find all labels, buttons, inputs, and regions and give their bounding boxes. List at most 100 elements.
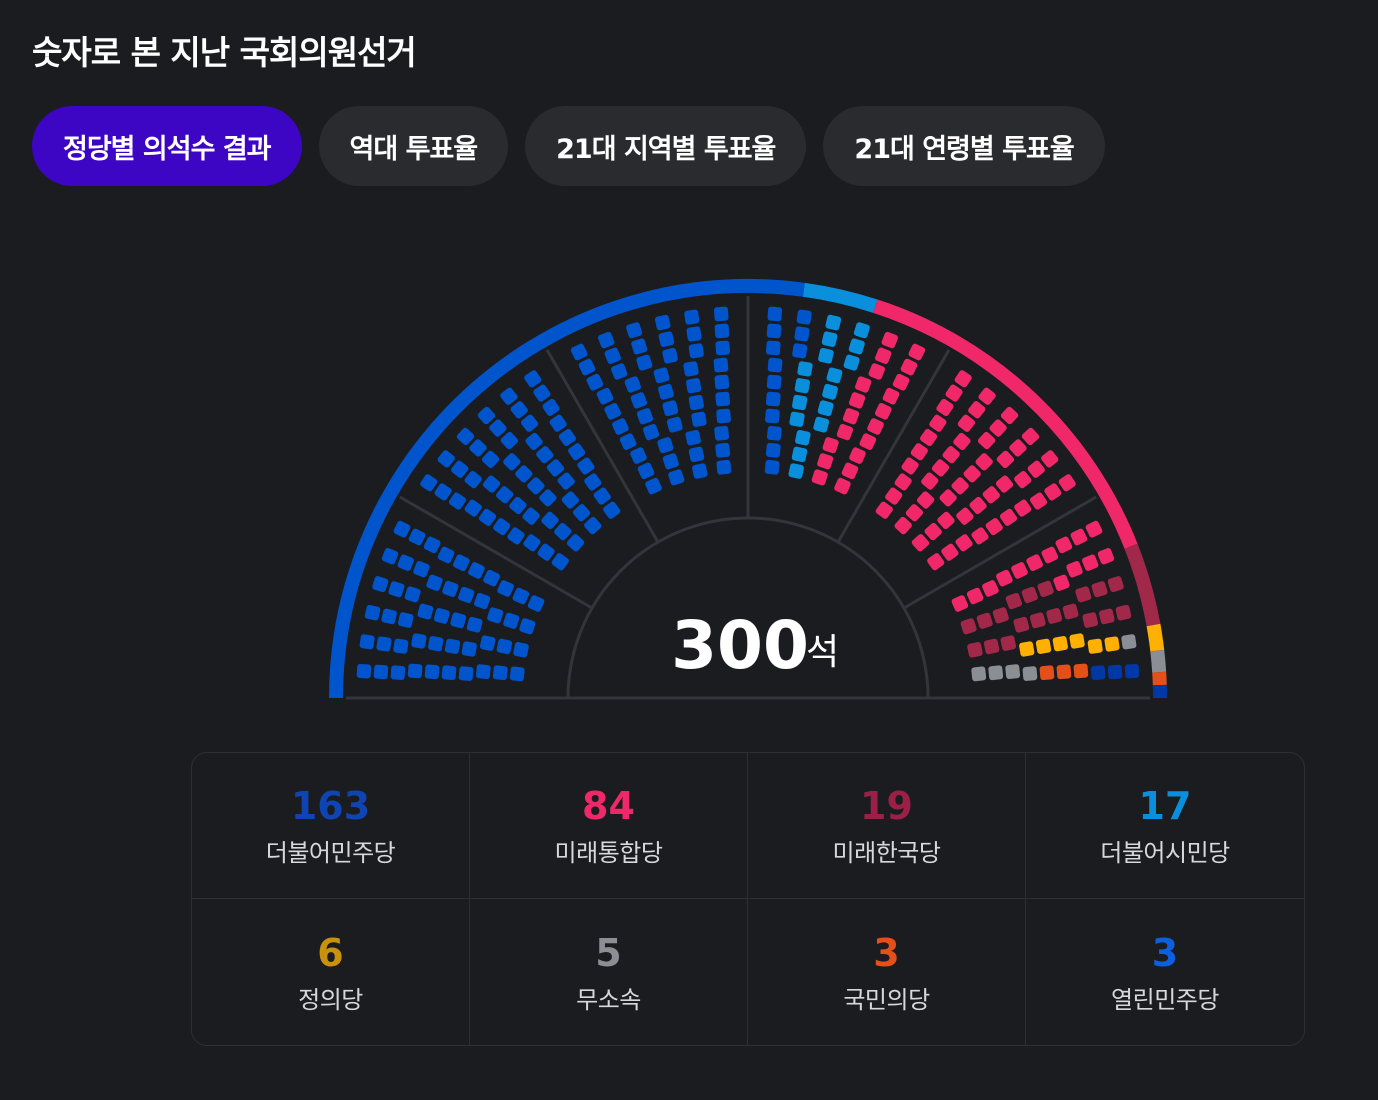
seat xyxy=(557,472,575,490)
seat xyxy=(570,343,588,361)
seat xyxy=(1000,635,1017,651)
arc-segment xyxy=(1150,649,1167,673)
seat xyxy=(1090,665,1106,680)
seat xyxy=(1014,470,1032,489)
seat xyxy=(372,576,389,593)
seat xyxy=(364,604,381,621)
seat xyxy=(437,546,455,564)
seat xyxy=(359,634,375,650)
seat xyxy=(855,376,872,393)
seat xyxy=(356,663,372,679)
seat xyxy=(920,428,938,447)
seat xyxy=(492,665,508,681)
seat xyxy=(549,414,567,432)
seat xyxy=(444,638,461,654)
seat xyxy=(593,487,611,505)
seat xyxy=(642,423,660,441)
seat xyxy=(404,586,421,603)
seat xyxy=(929,414,947,432)
tab-seat-results[interactable]: 정당별 의석수 결과 xyxy=(32,106,302,186)
seat xyxy=(1005,664,1021,680)
seat xyxy=(978,387,996,405)
seat xyxy=(1124,663,1140,679)
seat xyxy=(849,447,866,464)
seat xyxy=(848,392,866,409)
seat xyxy=(509,666,525,682)
seat xyxy=(584,473,602,491)
seat xyxy=(688,394,704,411)
seat xyxy=(825,314,842,331)
seat xyxy=(1041,450,1059,468)
seat xyxy=(1052,636,1068,652)
seat xyxy=(951,595,969,612)
seat xyxy=(411,633,427,649)
seat xyxy=(527,477,545,495)
seat xyxy=(894,516,912,535)
seat xyxy=(433,608,450,624)
seat xyxy=(1019,641,1035,657)
seat xyxy=(456,427,475,446)
seat xyxy=(688,343,704,359)
seat xyxy=(373,664,389,680)
seat xyxy=(685,429,701,446)
seat xyxy=(510,401,528,419)
seat xyxy=(1044,483,1062,501)
seat xyxy=(536,446,554,464)
seat xyxy=(603,501,621,519)
seat xyxy=(477,406,496,425)
seat xyxy=(853,322,870,339)
sector-divider xyxy=(836,349,951,543)
result-cell: 5 무소속 xyxy=(470,899,748,1045)
seat xyxy=(968,401,986,419)
tab-regional-turnout[interactable]: 21대 지역별 투표율 xyxy=(525,106,807,186)
seat xyxy=(1070,528,1088,546)
seat xyxy=(936,398,954,417)
seat xyxy=(376,636,392,652)
seat xyxy=(654,314,671,331)
seat xyxy=(489,419,507,437)
seat xyxy=(533,384,551,402)
seat xyxy=(500,431,519,450)
seat xyxy=(1055,536,1073,554)
seat xyxy=(822,437,839,454)
seat xyxy=(1069,633,1085,649)
seat xyxy=(1013,616,1030,633)
seat xyxy=(1011,562,1028,579)
seat xyxy=(765,408,780,424)
seat xyxy=(1041,546,1059,564)
seat xyxy=(826,367,843,384)
seat xyxy=(666,416,683,433)
seat xyxy=(684,309,700,325)
seat xyxy=(452,554,470,572)
tab-age-turnout[interactable]: 21대 연령별 투표율 xyxy=(823,106,1105,186)
seat xyxy=(951,477,969,495)
seat xyxy=(546,459,565,477)
seat-count: 19 xyxy=(860,784,913,828)
seat xyxy=(473,592,491,610)
seat xyxy=(604,347,621,364)
seat xyxy=(537,543,555,561)
party-name: 더불어민주당 xyxy=(265,839,396,867)
seat xyxy=(953,432,971,451)
tab-turnout-history[interactable]: 역대 투표율 xyxy=(318,106,509,186)
arc-segment xyxy=(1146,623,1165,652)
seat xyxy=(996,569,1013,587)
result-cell: 6 정의당 xyxy=(192,899,470,1045)
seat xyxy=(527,595,545,612)
seat xyxy=(572,504,591,522)
seat xyxy=(910,443,928,461)
seat xyxy=(908,343,926,361)
seat xyxy=(1115,604,1132,621)
seat xyxy=(811,469,828,486)
seat xyxy=(716,459,732,475)
seat xyxy=(393,520,411,538)
sector-divider xyxy=(903,495,1097,610)
seat xyxy=(1005,592,1023,610)
seat xyxy=(584,516,602,535)
seat xyxy=(882,387,900,405)
seat xyxy=(945,384,963,402)
seat xyxy=(789,411,805,427)
arc-segment xyxy=(329,279,805,699)
seat xyxy=(417,603,434,620)
arc-segment xyxy=(802,282,878,313)
